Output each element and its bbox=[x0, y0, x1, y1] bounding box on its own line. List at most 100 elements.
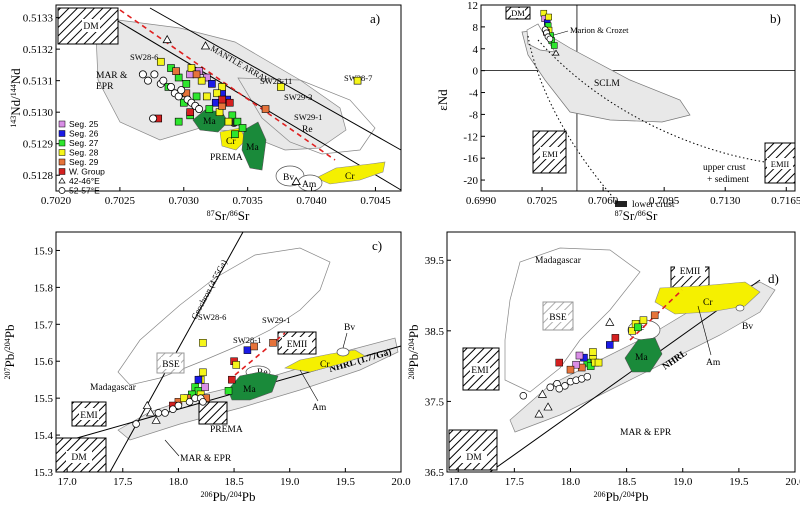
bv-label-c: Bv bbox=[344, 323, 355, 333]
nhrl-line-d bbox=[489, 279, 761, 473]
point-c-tri bbox=[142, 400, 152, 409]
ma-label-1: Ma bbox=[203, 117, 216, 127]
emii-label-bg-b bbox=[767, 158, 793, 169]
point-c bbox=[199, 368, 207, 377]
point-seg28 bbox=[224, 117, 233, 126]
panel-b-xlabel: 87Sr/86Sr bbox=[615, 208, 658, 223]
geochron-line bbox=[109, 231, 244, 473]
dm-box-d bbox=[448, 429, 498, 471]
mar-leader-c bbox=[164, 439, 180, 457]
bse-label-bg-c bbox=[161, 357, 181, 369]
panel-d-xlabel: 206Pb/204Pb bbox=[593, 489, 648, 504]
bse-label-c: BSE bbox=[162, 360, 180, 370]
legend-swatch-square bbox=[58, 168, 66, 175]
legend-label: 42-46°E bbox=[69, 176, 100, 186]
panel-b-ytick-label: 12 bbox=[467, 0, 478, 12]
point-c bbox=[243, 346, 252, 354]
point-b-tri bbox=[552, 49, 560, 56]
dm-label-d: DM bbox=[466, 453, 482, 463]
point-seg27 bbox=[231, 130, 239, 139]
bse-label-bg-d bbox=[548, 310, 568, 322]
cr-small-field bbox=[219, 127, 247, 151]
point-seg29 bbox=[192, 70, 201, 79]
panel-b-ytick-label: -4 bbox=[469, 88, 479, 100]
legend-label: W. Group bbox=[69, 167, 105, 177]
legend-label: 52-57°E bbox=[69, 186, 100, 196]
ma-label-2: Ma bbox=[246, 143, 259, 153]
panel-c-ytick-label: 15.6 bbox=[34, 356, 54, 368]
panel-d-ytick-label: 38.5 bbox=[425, 326, 445, 338]
panel-d-xtick-label: 18.0 bbox=[561, 476, 581, 488]
legend-swatch-tri bbox=[58, 177, 66, 184]
panel-b: SCLM Marion & Crozet DM EMI EMII lower crust u… bbox=[435, 0, 800, 223]
point-b bbox=[551, 42, 558, 49]
point-c-circle bbox=[169, 405, 177, 413]
panel-c-xtick-label: 17.0 bbox=[58, 476, 78, 488]
prema-box-c bbox=[198, 401, 228, 425]
sw2811-label: SW28-11 bbox=[260, 76, 292, 86]
epr-label: EPR bbox=[96, 82, 114, 92]
point-d-tri bbox=[534, 409, 544, 418]
prema-label: PREMA bbox=[210, 153, 243, 163]
point-d bbox=[650, 311, 659, 320]
sw291-label: SW29-1 bbox=[294, 112, 322, 122]
bv-label: Bv bbox=[283, 173, 294, 183]
re-field bbox=[237, 77, 376, 155]
point-d-circle bbox=[583, 372, 592, 381]
point-seg27 bbox=[174, 73, 183, 82]
point-5257e bbox=[143, 76, 152, 85]
emi-label-d: EMI bbox=[471, 366, 488, 376]
point-d bbox=[611, 334, 620, 342]
emi-label-bg-d bbox=[470, 363, 490, 375]
legend-label: Seg. 29 bbox=[69, 157, 99, 167]
panel-c-ytick-label: 15.4 bbox=[34, 430, 54, 442]
panel-b-xtick-label: 0.7060 bbox=[588, 195, 619, 207]
panel-d-xtick-label: 19.5 bbox=[729, 476, 749, 488]
point-5257e bbox=[166, 82, 175, 91]
cr-label-c: Cr bbox=[320, 360, 330, 370]
point-seg25 bbox=[186, 70, 194, 79]
panel-a-letter: a) bbox=[370, 11, 380, 26]
point-c bbox=[194, 375, 203, 384]
panel-d-ytick-label: 36.5 bbox=[425, 467, 445, 479]
panel-a-ytick-label: 0.5128 bbox=[23, 170, 54, 182]
panel-d-letter: d) bbox=[768, 271, 779, 286]
panel-b-xtick-label: 0.6990 bbox=[466, 195, 497, 207]
panel-a-xtick-label: 0.7025 bbox=[105, 195, 136, 207]
point-seg27 bbox=[205, 105, 214, 113]
point-d bbox=[589, 348, 597, 356]
bse-label-d: BSE bbox=[549, 313, 567, 323]
bv-field-c bbox=[336, 347, 350, 357]
emii-label-b: EMII bbox=[771, 159, 790, 169]
panel-a-ytick-label: 0.5130 bbox=[23, 107, 54, 119]
legend-swatch-square bbox=[58, 130, 66, 137]
panel-a-ytick-label: 0.5133 bbox=[23, 13, 54, 25]
panel-a-xtick-label: 0.7030 bbox=[169, 195, 200, 207]
bv-field-d bbox=[735, 304, 745, 312]
am-leader-d bbox=[697, 305, 712, 356]
panel-d-xtick-label: 18.5 bbox=[617, 476, 637, 488]
point-d-circle bbox=[519, 392, 528, 400]
panel-c-xtick-label: 19.0 bbox=[280, 476, 300, 488]
emii-label-d: EMII bbox=[680, 267, 701, 277]
panel-b-xtick-label: 0.7165 bbox=[771, 195, 800, 207]
prema-label-c: PREMA bbox=[210, 425, 243, 435]
emii-label-bg-d bbox=[675, 264, 705, 276]
point-wgroup bbox=[225, 98, 234, 107]
am-label: Am bbox=[302, 180, 317, 190]
am-label-d: Am bbox=[706, 358, 721, 368]
point-seg27 bbox=[174, 117, 183, 126]
panel-a-frame bbox=[55, 4, 402, 192]
point-seg28 bbox=[218, 83, 226, 91]
panel-b-ytick-label: -12 bbox=[463, 131, 478, 143]
dm-label-bg bbox=[82, 19, 100, 32]
point-c bbox=[232, 361, 241, 369]
emi-label-b: EMI bbox=[542, 149, 558, 159]
panel-b-ytick-label: -8 bbox=[469, 109, 479, 121]
dm-label: DM bbox=[83, 22, 99, 32]
point-d-circle bbox=[546, 383, 555, 392]
point-4246e bbox=[291, 176, 301, 185]
bv-leader-c bbox=[342, 332, 348, 349]
marion-label: Marion & Crozet bbox=[570, 25, 629, 35]
